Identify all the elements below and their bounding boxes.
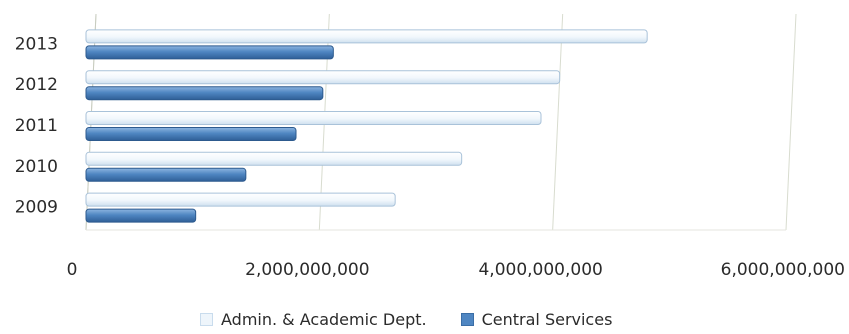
category-label-2009: 2009 xyxy=(15,198,58,218)
bar-admin-2009 xyxy=(85,192,396,207)
x-tick-label-0: 0 xyxy=(67,260,78,280)
category-label-2012: 2012 xyxy=(15,75,58,95)
gridline-3 xyxy=(785,13,797,231)
legend-item-central: Central Services xyxy=(460,310,613,329)
category-label-2010: 2010 xyxy=(15,157,58,177)
bar-central-2013 xyxy=(85,45,334,60)
x-tick-label-1: 2,000,000,000 xyxy=(245,260,369,280)
bars xyxy=(85,29,648,223)
bar-central-2012 xyxy=(85,86,324,101)
legend-swatch-central xyxy=(460,313,474,326)
bar-central-2009 xyxy=(85,208,197,223)
legend-item-admin: Admin. & Academic Dept. xyxy=(200,310,427,329)
category-label-2011: 2011 xyxy=(15,116,58,136)
category-labels: 2013 2012 2011 2010 2009 xyxy=(15,34,58,217)
bar-central-2011 xyxy=(85,127,297,141)
bar-admin-2013 xyxy=(85,29,648,44)
legend: Admin. & Academic Dept. Central Services xyxy=(200,310,646,329)
bar-admin-2010 xyxy=(85,151,463,166)
x-tick-label-2: 4,000,000,000 xyxy=(478,260,602,280)
category-label-2013: 2013 xyxy=(15,34,58,54)
x-axis-tick-labels: 0 2,000,000,000 4,000,000,000 6,000,000,000 xyxy=(67,260,845,280)
legend-label-central: Central Services xyxy=(481,310,613,329)
bar-central-2010 xyxy=(85,167,247,182)
gridline-2 xyxy=(552,13,564,231)
legend-label-admin: Admin. & Academic Dept. xyxy=(221,310,427,329)
x-tick-label-3: 6,000,000,000 xyxy=(721,260,845,280)
legend-swatch-admin xyxy=(200,313,213,326)
bar-admin-2011 xyxy=(85,111,542,125)
bar-admin-2012 xyxy=(85,70,561,85)
